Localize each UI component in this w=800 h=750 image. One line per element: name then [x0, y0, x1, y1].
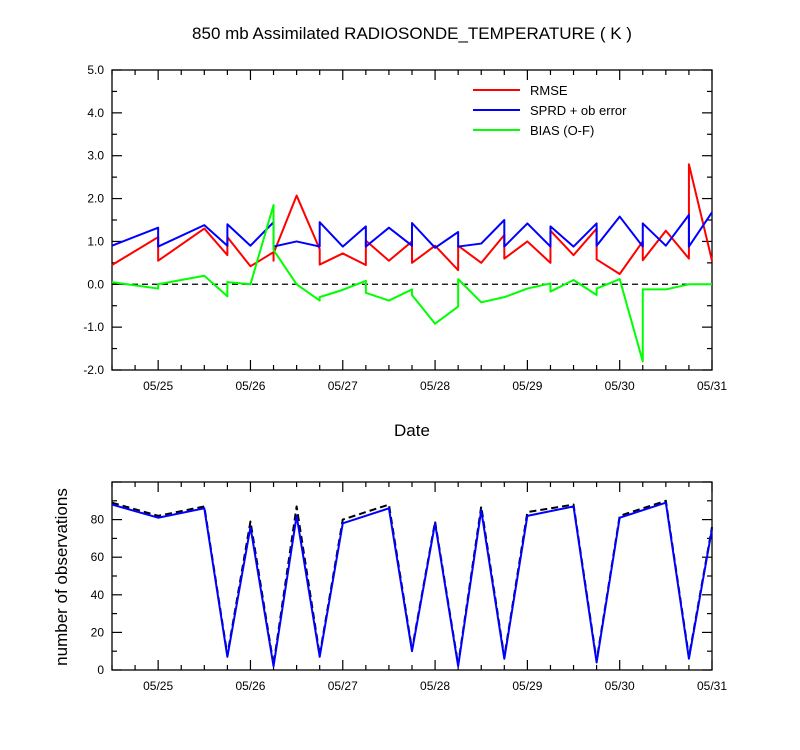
y-tick-label: 20 — [91, 625, 105, 639]
y-tick-label: -2.0 — [83, 363, 104, 377]
legend-label: SPRD + ob error — [530, 103, 627, 118]
x-tick-label: 05/31 — [697, 379, 727, 393]
x-tick-label: 05/25 — [143, 379, 173, 393]
y-tick-label: 0 — [97, 663, 104, 677]
x-tick-label: 05/29 — [512, 679, 542, 693]
y-tick-label: -1.0 — [83, 320, 104, 334]
x-tick-label: 05/28 — [420, 379, 450, 393]
series-line-assimilated — [111, 501, 713, 668]
x-tick-label: 05/27 — [328, 379, 358, 393]
top-plot-panel: 05/25 05/26 05/27 05/28 05/29 05/30 05/31 -2.0 -… — [83, 63, 727, 393]
x-tick-label: 05/31 — [697, 679, 727, 693]
x-tick-label: 05/29 — [512, 379, 542, 393]
x-tick-label: 05/26 — [235, 379, 265, 393]
y-tick-label: 3.0 — [87, 149, 104, 163]
x-tick-label: 05/30 — [605, 379, 635, 393]
y-tick-label: 4.0 — [87, 106, 104, 120]
bottom-plot-panel: 05/25 05/26 05/27 05/28 05/29 05/30 05/31 0 20 40… — [91, 481, 727, 693]
x-tick-label: 05/25 — [143, 679, 173, 693]
y-axis-label: number of observations — [52, 488, 71, 666]
y-tick-label: 5.0 — [87, 63, 104, 77]
y-tick-label: 40 — [91, 588, 105, 602]
legend-label: BIAS (O-F) — [530, 123, 594, 138]
y-tick-label: 0.0 — [87, 277, 104, 291]
x-tick-label: 05/30 — [605, 679, 635, 693]
y-tick-label: 60 — [91, 550, 105, 564]
series-line-possible — [111, 499, 713, 666]
series-line-sprd-ob-error — [111, 211, 713, 249]
x-axis-label: Date — [394, 421, 430, 440]
legend-label: RMSE — [530, 83, 568, 98]
series-line-bias-o-f — [111, 204, 712, 363]
chart-title: 850 mb Assimilated RADIOSONDE_TEMPERATUR… — [192, 24, 632, 43]
plot-frame — [111, 481, 713, 671]
x-tick-label: 05/27 — [328, 679, 358, 693]
x-tick-label: 05/26 — [235, 679, 265, 693]
y-tick-label: 1.0 — [87, 234, 104, 248]
series-line-rmse — [111, 163, 713, 275]
y-tick-label: 2.0 — [87, 192, 104, 206]
x-tick-label: 05/28 — [420, 679, 450, 693]
y-tick-label: 80 — [91, 513, 105, 527]
